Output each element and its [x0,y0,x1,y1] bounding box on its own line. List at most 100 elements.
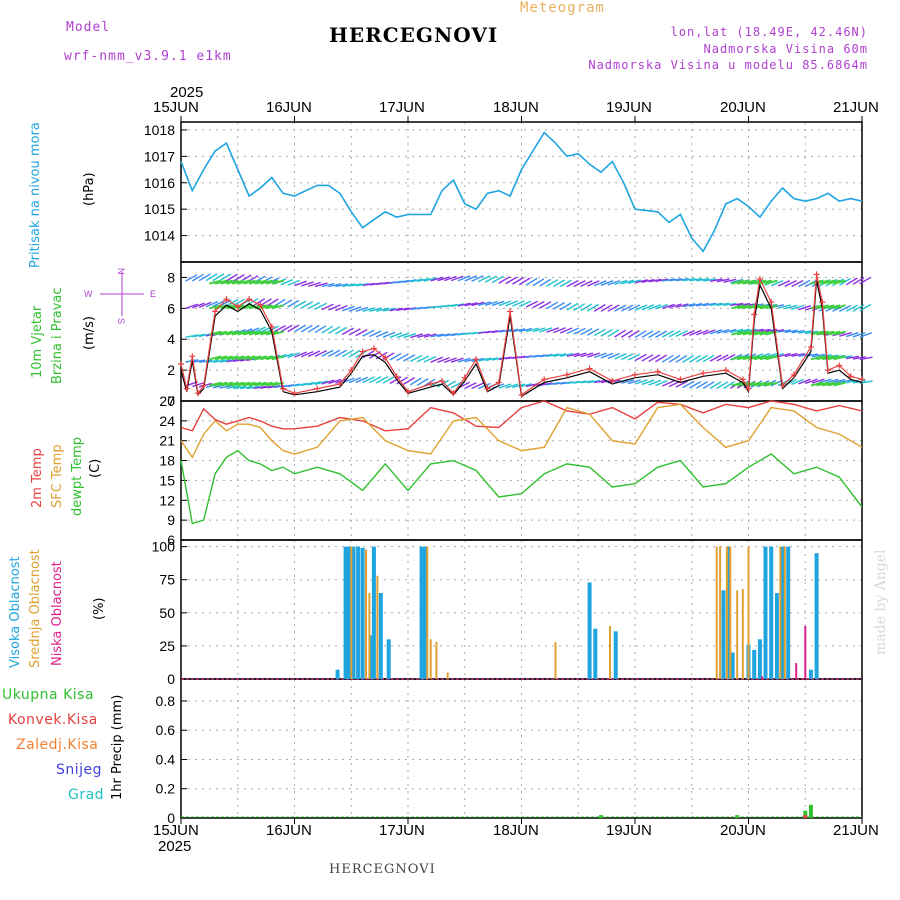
wind-barb [839,379,853,384]
wind-barb [668,303,682,309]
bottom-date-4: 19JUN [606,822,652,839]
elevation-label: Nadmorska Visina 60m [703,42,868,56]
wind-barb [655,354,667,363]
cloud-bar [429,639,432,679]
bottom-year-label: 2025 [158,838,192,855]
wind-barb [389,332,403,339]
cloud-bar [730,652,735,679]
wind-barb [457,357,471,363]
wind-gust-marker [200,382,207,389]
top-date-0: 15JUN [153,99,199,116]
wind-barb [444,357,457,363]
footer-station: HERCEGNOVI [329,862,436,877]
wind-barb [266,325,280,333]
wind-barb [199,359,213,363]
wind-barb-strong [736,355,750,361]
y-tick-label: 0 [167,671,175,687]
wind-barb-strong [237,381,250,387]
wind-barb-strong [226,381,239,387]
bottom-date-5: 20JUN [720,822,766,839]
wind-barb [403,377,415,385]
wind-barb [709,329,723,335]
bottom-date-3: 18JUN [493,822,539,839]
wind-barb [852,356,866,360]
wind-gust-marker [370,345,377,352]
wind-barb [641,379,655,386]
y-tick-label: 8 [167,269,175,285]
wind-barb [668,278,683,282]
wind-barb [348,349,361,358]
wind-barb [362,307,376,313]
model-name: wrf-nmm_v3.9.1 e1km [64,49,232,64]
wind-barb [587,352,600,358]
wind-barb [519,383,533,388]
wind-barb [362,350,375,359]
wind-barb [321,282,335,288]
cloud-bar [335,669,340,679]
wind-barb [471,275,484,282]
wind-gust-marker [257,302,264,309]
wind-barb [682,278,696,282]
y-tick-label: 9 [167,512,175,528]
wind-barb-strong [260,355,273,361]
wind-barb-strong [833,304,846,310]
wind-barb [709,354,722,362]
wind-barb [607,279,621,286]
wind-barb [723,302,737,307]
pressure-line [180,131,863,253]
wind-barb [811,378,825,384]
wind-barb [573,303,586,312]
wind-barb-strong [209,381,222,387]
panel-frame [180,678,863,819]
wind-barb-strong [243,381,256,387]
bottom-date-0: 15JUN [153,822,199,839]
wind-barb-strong [254,381,268,387]
wind-gust-marker [563,371,570,378]
wind-barb [505,276,518,285]
wind-barb [559,302,572,311]
wind-barb [702,278,717,282]
wind-barb [655,330,668,338]
wind-barb-strong [243,355,256,361]
wind-barb [443,380,457,389]
wind-barb [335,304,348,312]
wind-barb [628,279,641,284]
wind-barb [437,333,451,338]
wind-barb [287,299,300,308]
cloud-bar [726,546,731,679]
wind-barb-strong [731,355,744,361]
wind-barb-strong [248,330,262,336]
wind-barb [791,304,805,310]
wind-barb [403,333,417,339]
wind-barb [689,380,702,389]
wind-barb [212,300,225,308]
wind-barb [682,380,695,389]
wind-barb [607,352,621,360]
wind-barb [212,359,226,363]
wind-barb [696,302,710,307]
wind-barb [185,303,199,310]
wind-barb [770,279,784,287]
wind-barb [859,276,872,285]
wind-barb [648,354,661,363]
wind-barb [416,277,430,283]
cloud-bar [368,593,371,679]
wind-gust-marker [348,367,355,374]
wind-barb [662,303,675,309]
cloud-bar [376,575,379,679]
station-title: HERCEGNOVI [329,23,499,47]
wind-barb-strong [822,279,835,285]
cloud-bar [435,641,438,679]
wind-barb-strong [822,304,835,310]
wind-barb-strong [765,279,778,285]
wind-barb [416,333,430,339]
wind-barb-strong [753,279,767,285]
wind-barb-strong [753,355,767,361]
y-tick-label: 4 [167,331,175,347]
wind-barb [328,283,342,288]
wind-barb [232,273,245,282]
wind-barb-strong [736,304,750,310]
wind-barb-strong [254,279,268,285]
wind-barb-strong [731,381,744,387]
wind-barb-strong [226,279,239,285]
